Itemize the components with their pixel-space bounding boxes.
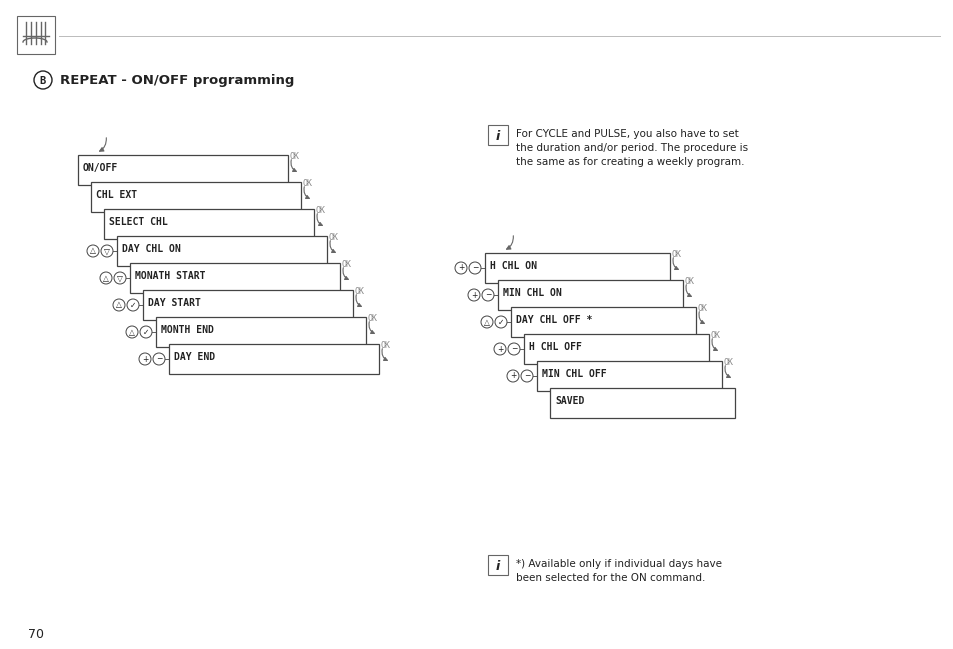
Text: OK: OK bbox=[380, 341, 391, 350]
Bar bbox=[143, 290, 353, 320]
Bar bbox=[537, 361, 721, 391]
Text: the same as for creating a weekly program.: the same as for creating a weekly progra… bbox=[516, 157, 743, 167]
Text: △: △ bbox=[483, 317, 490, 326]
Text: OK: OK bbox=[355, 287, 365, 296]
Bar bbox=[17, 16, 55, 54]
Text: +: + bbox=[457, 263, 464, 273]
Text: ✓: ✓ bbox=[143, 328, 149, 336]
Text: DAY CHL ON: DAY CHL ON bbox=[122, 243, 180, 254]
Text: MONTH END: MONTH END bbox=[161, 324, 213, 335]
Text: SAVED: SAVED bbox=[555, 396, 584, 406]
Bar bbox=[156, 317, 366, 347]
Bar bbox=[523, 334, 708, 364]
Text: CHL EXT: CHL EXT bbox=[96, 190, 137, 200]
Bar bbox=[169, 344, 378, 374]
Text: B: B bbox=[40, 75, 46, 86]
Text: OK: OK bbox=[315, 206, 326, 215]
Text: ✓: ✓ bbox=[130, 300, 136, 310]
Text: −: − bbox=[155, 354, 162, 363]
Bar bbox=[78, 155, 288, 185]
Bar bbox=[117, 236, 327, 266]
Text: For CYCLE and PULSE, you also have to set: For CYCLE and PULSE, you also have to se… bbox=[516, 129, 738, 139]
Bar bbox=[488, 125, 507, 145]
Bar bbox=[104, 209, 314, 239]
Text: +: + bbox=[497, 345, 502, 354]
Text: DAY CHL OFF *: DAY CHL OFF * bbox=[516, 315, 592, 324]
Text: OK: OK bbox=[698, 304, 707, 313]
Text: OK: OK bbox=[329, 233, 338, 242]
Text: ▽: ▽ bbox=[117, 273, 123, 282]
Text: *) Available only if individual days have: *) Available only if individual days hav… bbox=[516, 559, 721, 569]
Text: DAY END: DAY END bbox=[173, 352, 214, 361]
Text: MIN CHL OFF: MIN CHL OFF bbox=[541, 369, 606, 378]
Text: MIN CHL ON: MIN CHL ON bbox=[502, 288, 561, 298]
Text: OK: OK bbox=[684, 277, 695, 286]
Text: i: i bbox=[496, 559, 499, 572]
Bar bbox=[484, 253, 669, 283]
Text: H CHL OFF: H CHL OFF bbox=[529, 341, 581, 352]
Text: MONATH START: MONATH START bbox=[135, 271, 205, 280]
Text: +: + bbox=[471, 291, 476, 299]
Text: △: △ bbox=[103, 273, 109, 282]
Text: △: △ bbox=[90, 247, 96, 256]
Text: H CHL ON: H CHL ON bbox=[490, 261, 537, 271]
Text: △: △ bbox=[116, 300, 122, 310]
Text: OK: OK bbox=[671, 250, 681, 259]
Text: OK: OK bbox=[368, 314, 377, 323]
Text: −: − bbox=[472, 263, 477, 273]
Text: SELECT CHL: SELECT CHL bbox=[109, 217, 168, 227]
Bar bbox=[550, 388, 734, 418]
Text: OK: OK bbox=[290, 152, 299, 161]
Bar bbox=[488, 555, 507, 575]
Text: REPEAT - ON/OFF programming: REPEAT - ON/OFF programming bbox=[60, 74, 294, 87]
Text: been selected for the ON command.: been selected for the ON command. bbox=[516, 573, 704, 583]
Text: +: + bbox=[142, 354, 148, 363]
Text: ▽: ▽ bbox=[104, 247, 110, 256]
Bar bbox=[497, 280, 682, 310]
Text: ON/OFF: ON/OFF bbox=[83, 163, 118, 173]
Text: −: − bbox=[484, 291, 491, 299]
Text: DAY START: DAY START bbox=[148, 298, 201, 308]
Text: OK: OK bbox=[303, 179, 313, 188]
Text: OK: OK bbox=[341, 260, 352, 269]
Text: i: i bbox=[496, 130, 499, 143]
Text: −: − bbox=[523, 371, 530, 380]
Text: OK: OK bbox=[723, 358, 733, 367]
Text: △: △ bbox=[129, 328, 134, 336]
Text: OK: OK bbox=[710, 331, 720, 340]
Text: the duration and/or period. The procedure is: the duration and/or period. The procedur… bbox=[516, 143, 747, 153]
Bar bbox=[130, 263, 339, 293]
Text: −: − bbox=[510, 345, 517, 354]
Text: +: + bbox=[509, 371, 516, 380]
Bar bbox=[91, 182, 301, 212]
Bar bbox=[511, 307, 696, 337]
Text: ✓: ✓ bbox=[497, 317, 503, 326]
Text: 70: 70 bbox=[28, 628, 44, 641]
